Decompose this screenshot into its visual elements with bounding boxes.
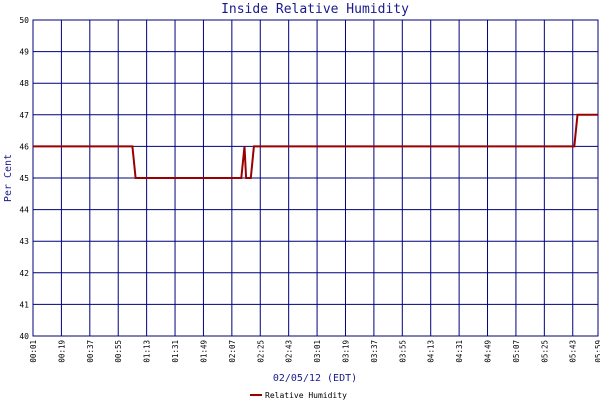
y-tick-label: 42 bbox=[19, 269, 29, 278]
series-line-relative-humidity bbox=[33, 113, 598, 179]
y-tick-labels: 40 41 42 43 44 45 46 47 48 49 50 bbox=[19, 16, 29, 341]
x-tick-label: 01:13 bbox=[143, 340, 152, 363]
y-tick-label: 43 bbox=[19, 237, 29, 246]
y-tick-label: 47 bbox=[19, 111, 29, 120]
x-tick-label: 01:31 bbox=[171, 340, 180, 363]
y-tick-label: 41 bbox=[19, 300, 29, 309]
x-tick-label: 02:43 bbox=[285, 340, 294, 363]
x-tick-label: 03:55 bbox=[398, 340, 407, 363]
x-tick-label: 02:25 bbox=[256, 340, 265, 363]
x-tick-label: 04:49 bbox=[484, 340, 493, 363]
y-tick-label: 50 bbox=[19, 16, 29, 25]
x-tick-label: 00:01 bbox=[29, 340, 38, 363]
x-tick-label: 05:07 bbox=[512, 340, 521, 363]
x-tick-label: 00:55 bbox=[114, 340, 123, 363]
y-tick-label: 44 bbox=[19, 206, 29, 215]
x-tick-label: 05:59 bbox=[594, 340, 600, 363]
plot-frame bbox=[32, 19, 599, 337]
y-tick-label: 45 bbox=[19, 174, 29, 183]
x-tick-label: 03:37 bbox=[370, 340, 379, 363]
y-tick-label: 49 bbox=[19, 48, 29, 57]
y-tick-label: 46 bbox=[19, 142, 29, 151]
x-tick-label: 01:49 bbox=[199, 340, 208, 363]
x-tick-label: 04:31 bbox=[455, 340, 464, 363]
legend: Relative Humidity bbox=[250, 391, 347, 400]
y-tick-label: 40 bbox=[19, 332, 29, 341]
chart-title: Inside Relative Humidity bbox=[221, 2, 409, 17]
x-tick-label: 05:25 bbox=[540, 340, 549, 363]
grid bbox=[32, 19, 599, 337]
x-tick-label: 03:19 bbox=[341, 340, 350, 363]
legend-label: Relative Humidity bbox=[265, 391, 347, 400]
x-tick-label: 00:19 bbox=[57, 340, 66, 363]
x-tick-label: 05:43 bbox=[569, 340, 578, 363]
series-layer bbox=[33, 113, 598, 179]
x-axis-label: 02/05/12 (EDT) bbox=[273, 373, 357, 384]
x-tick-labels: 00:01 00:19 00:37 00:55 01:13 01:31 01:49 02:07… bbox=[29, 340, 600, 363]
y-axis-label: Per Cent bbox=[3, 154, 14, 202]
x-tick-label: 02:07 bbox=[228, 340, 237, 363]
x-tick-label: 03:01 bbox=[313, 340, 322, 363]
x-tick-label: 04:13 bbox=[427, 340, 436, 363]
y-tick-label: 48 bbox=[19, 79, 29, 88]
x-tick-label: 00:37 bbox=[86, 340, 95, 363]
